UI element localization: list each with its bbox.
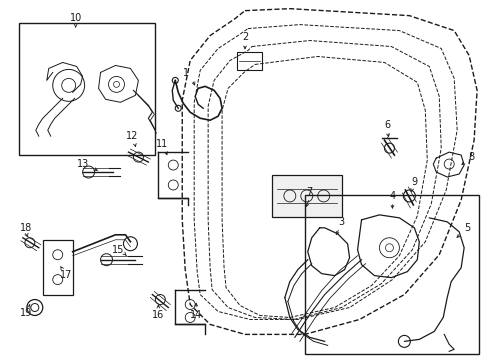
Text: 5: 5 (463, 223, 469, 233)
Text: 19: 19 (20, 309, 32, 319)
Text: 2: 2 (242, 32, 247, 41)
Bar (304, 195, 478, 354)
Text: 18: 18 (20, 223, 32, 233)
Text: 13: 13 (76, 159, 88, 169)
Text: 4: 4 (388, 191, 395, 201)
Text: 14: 14 (190, 310, 202, 320)
Text: 15: 15 (112, 245, 124, 255)
Text: 11: 11 (156, 139, 168, 149)
Text: 16: 16 (152, 310, 164, 320)
Bar (42, 240, 73, 294)
Text: 17: 17 (60, 270, 72, 280)
Text: 10: 10 (69, 13, 81, 23)
Text: 8: 8 (467, 152, 473, 162)
Text: 7: 7 (306, 187, 312, 197)
Text: 1: 1 (183, 68, 189, 78)
Text: 12: 12 (126, 131, 138, 141)
Text: 9: 9 (410, 177, 417, 187)
Bar (271, 175, 341, 217)
Text: 6: 6 (384, 120, 390, 130)
Bar (19, 23, 155, 155)
Bar (237, 53, 262, 71)
Text: 3: 3 (338, 217, 344, 227)
